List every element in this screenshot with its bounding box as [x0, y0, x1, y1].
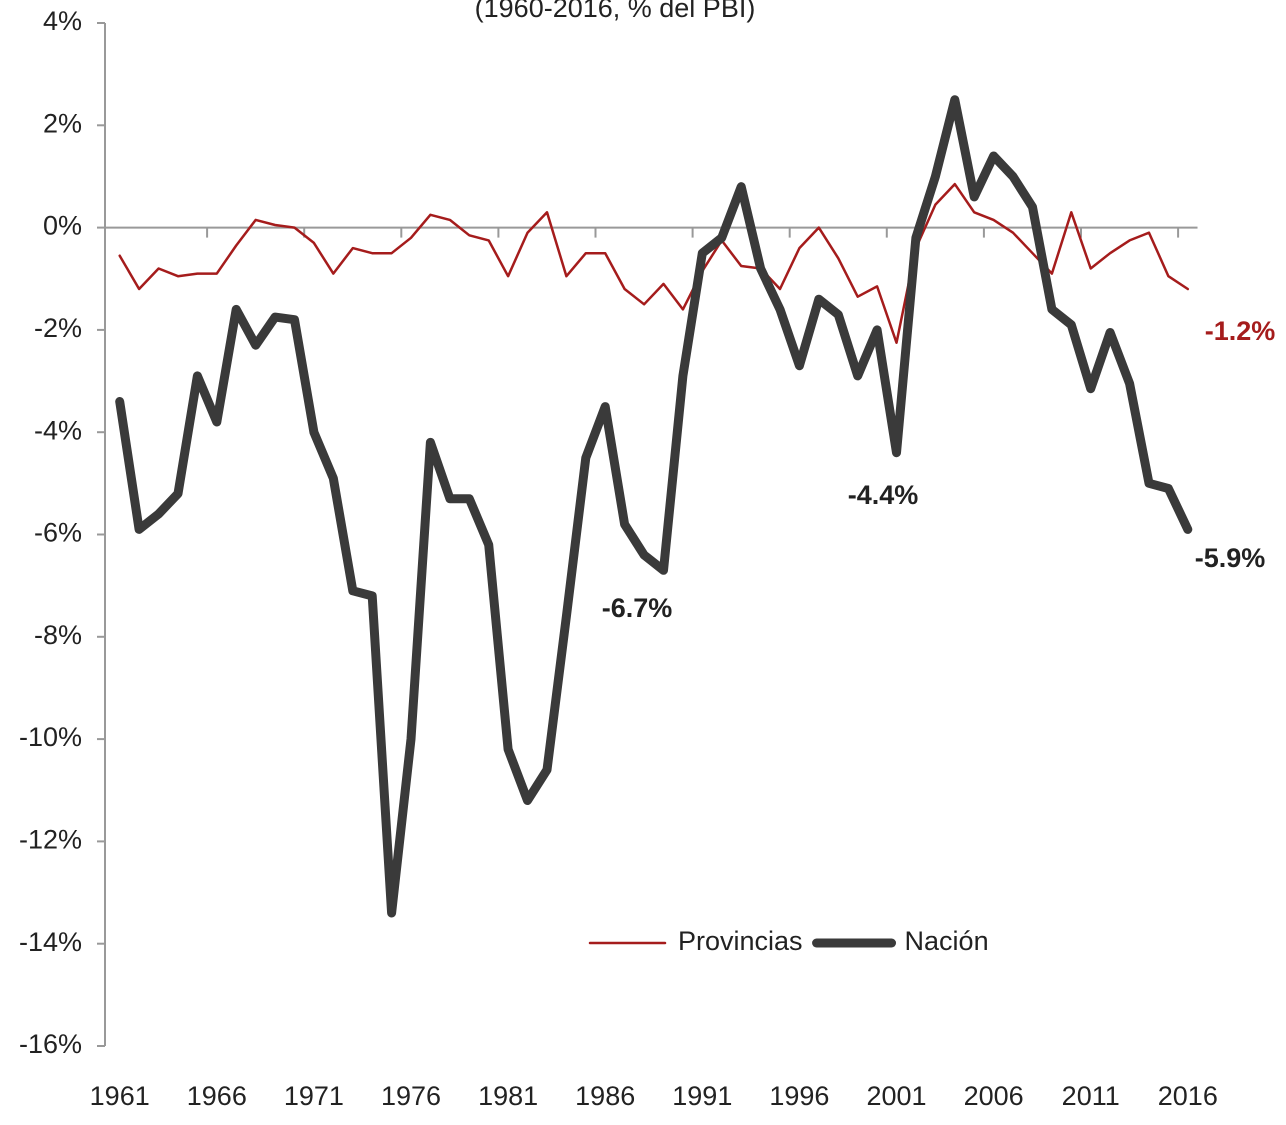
annotation: -5.9%: [1195, 543, 1266, 573]
x-tick-label: 1986: [575, 1081, 635, 1111]
y-tick-label: -4%: [34, 415, 82, 445]
y-tick-label: -12%: [19, 825, 82, 855]
y-tick-label: -16%: [19, 1029, 82, 1059]
x-tick-label: 2001: [866, 1081, 926, 1111]
x-tick-label: 2016: [1158, 1081, 1218, 1111]
legend-label: Provincias: [678, 926, 803, 956]
chart-subtitle: (1960-2016, % del PBI): [475, 0, 756, 23]
x-tick-label: 2011: [1062, 1081, 1120, 1111]
x-tick-label: 1966: [187, 1081, 247, 1111]
y-tick-label: 2%: [43, 108, 82, 138]
x-tick-label: 2006: [964, 1081, 1024, 1111]
legend-label: Nación: [905, 926, 989, 956]
annotation: -1.2%: [1205, 316, 1276, 346]
x-tick-label: 1991: [672, 1081, 732, 1111]
y-tick-label: -6%: [34, 518, 82, 548]
y-tick-label: -14%: [19, 927, 82, 957]
y-tick-label: 0%: [43, 211, 82, 241]
y-tick-label: -10%: [19, 722, 82, 752]
x-tick-label: 1976: [381, 1081, 441, 1111]
x-tick-label: 1981: [478, 1081, 538, 1111]
annotation: -6.7%: [602, 593, 673, 623]
series-line: [118, 182, 1190, 344]
y-tick-label: -8%: [34, 620, 82, 650]
annotation: -4.4%: [848, 480, 919, 510]
y-tick-label: -2%: [34, 313, 82, 343]
y-tick-label: 4%: [43, 6, 82, 36]
x-tick-label: 1971: [284, 1081, 344, 1111]
x-tick-label: 1996: [769, 1081, 829, 1111]
series-line: [115, 95, 1193, 918]
x-tick-label: 1961: [90, 1081, 150, 1111]
